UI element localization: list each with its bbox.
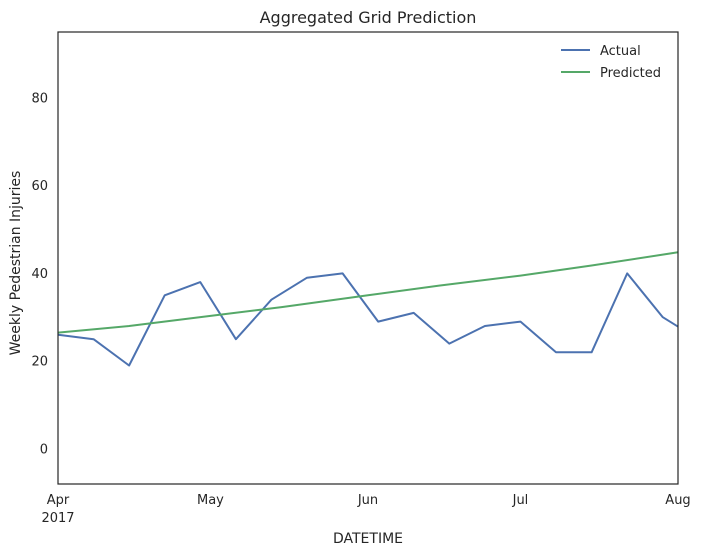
y-axis-ticks: 0 20 40 60 80 — [31, 91, 48, 457]
x-tick-label: Jul — [512, 493, 529, 508]
y-tick-label: 20 — [31, 355, 48, 370]
plot-frame — [57, 31, 679, 485]
legend: Actual Predicted — [561, 44, 661, 81]
legend-label-predicted: Predicted — [600, 66, 661, 81]
x-tick-sublabel: 2017 — [41, 511, 74, 526]
x-tick-label: Apr — [47, 493, 70, 508]
y-tick-label: 60 — [31, 179, 48, 194]
series-line-predicted — [58, 251, 678, 334]
chart-title: Aggregated Grid Prediction — [260, 8, 477, 27]
y-axis-label: Weekly Pedestrian Injuries — [8, 171, 24, 356]
x-tick-label: May — [197, 493, 224, 508]
legend-label-actual: Actual — [600, 44, 641, 59]
y-tick-label: 80 — [31, 91, 48, 106]
y-tick-label: 0 — [40, 442, 48, 457]
x-axis-ticks: Apr 2017 May Jun Jul Aug — [41, 493, 690, 526]
series-lines — [58, 251, 678, 367]
y-tick-label: 40 — [31, 267, 48, 282]
plot-area — [57, 31, 679, 485]
x-tick-label: Aug — [665, 493, 690, 508]
series-line-actual — [58, 272, 678, 367]
x-tick-label: Jun — [357, 493, 378, 508]
x-axis-label: DATETIME — [333, 531, 403, 547]
